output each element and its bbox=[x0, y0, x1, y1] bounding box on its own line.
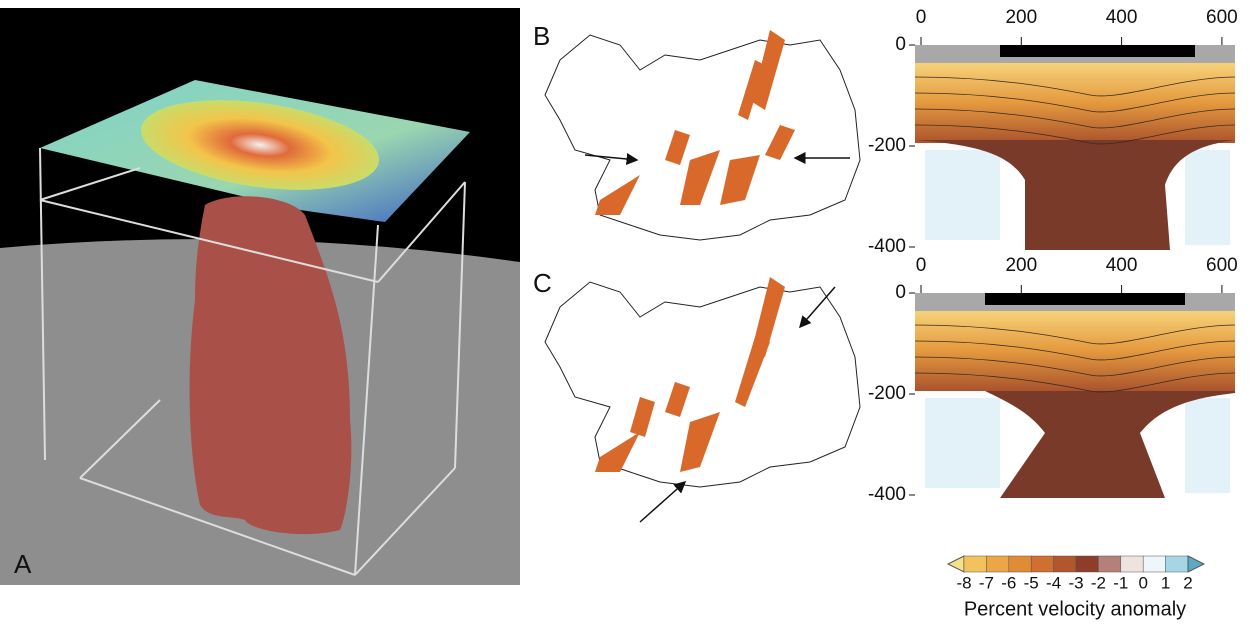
plume bbox=[915, 140, 1235, 250]
colorbar-label: Percent velocity anomaly bbox=[964, 598, 1186, 620]
panel-label: B bbox=[533, 21, 550, 51]
panel-label: A bbox=[14, 549, 32, 579]
colorbar-tick-label: -5 bbox=[1024, 573, 1039, 592]
colorbar-tick-label: -8 bbox=[956, 573, 971, 592]
contour bbox=[914, 340, 1236, 361]
panel-a-render: A bbox=[0, 8, 520, 585]
fast-anomaly bbox=[1185, 398, 1230, 493]
plume bbox=[985, 391, 1235, 498]
contour bbox=[914, 124, 1236, 145]
map-c: C bbox=[533, 268, 861, 523]
colorbar-segment bbox=[986, 555, 1010, 573]
x-tick-label: 200 bbox=[1005, 255, 1037, 276]
colorbar-tick-label: -2 bbox=[1091, 573, 1106, 592]
colorbar-tick-label: -3 bbox=[1068, 573, 1083, 592]
surface-bar bbox=[1000, 45, 1195, 57]
slow-band bbox=[915, 311, 1235, 391]
colorbar-segment bbox=[1008, 555, 1032, 573]
x-tick-label: 0 bbox=[916, 7, 927, 28]
colorbar-segment bbox=[1165, 555, 1189, 573]
y-tick-label: 0 bbox=[895, 34, 906, 55]
y-tick-label: -400 bbox=[868, 236, 906, 257]
surface-bar bbox=[985, 293, 1185, 305]
colorbar-end bbox=[946, 555, 965, 573]
colorbar-segment bbox=[1098, 555, 1122, 573]
contour bbox=[914, 108, 1236, 129]
colorbar-tick-label: 2 bbox=[1183, 573, 1192, 592]
x-tick-label: 0 bbox=[916, 255, 927, 276]
colorbar-tick-label: -4 bbox=[1046, 573, 1061, 592]
fast-anomaly bbox=[925, 398, 1000, 488]
colorbar-segment bbox=[1142, 555, 1166, 573]
colorbar-tick-label: -1 bbox=[1113, 573, 1128, 592]
colorbar-tick-label: 0 bbox=[1138, 573, 1147, 592]
cross-section: 0 200 400 600 0 -200 -400 bbox=[868, 7, 1238, 257]
y-tick-label: 0 bbox=[895, 282, 906, 303]
colorbar-segment bbox=[1030, 555, 1054, 573]
contour bbox=[914, 324, 1236, 345]
panel-label: C bbox=[533, 268, 552, 298]
fast-anomaly bbox=[1185, 150, 1230, 245]
x-tick-label: 200 bbox=[1005, 7, 1037, 28]
map-b: B bbox=[533, 21, 861, 241]
contour bbox=[914, 76, 1236, 97]
colorbar-segment bbox=[963, 555, 987, 573]
x-tick-label: 600 bbox=[1206, 7, 1238, 28]
colorbar-tick-label: -7 bbox=[979, 573, 994, 592]
colorbar-tick-label: -6 bbox=[1001, 573, 1016, 592]
fast-anomaly bbox=[925, 150, 1000, 240]
contour bbox=[914, 356, 1236, 377]
x-tick-label: 400 bbox=[1106, 7, 1138, 28]
y-tick-label: -200 bbox=[868, 383, 906, 404]
contour bbox=[914, 92, 1236, 113]
colorbar-segment bbox=[1075, 555, 1099, 573]
x-tick-label: 600 bbox=[1206, 255, 1238, 276]
x-tick-label: 400 bbox=[1106, 255, 1138, 276]
y-tick-label: -400 bbox=[868, 484, 906, 505]
colorbar-end bbox=[1187, 555, 1206, 573]
cross-section: 0 200 400 600 0 -200 -400 bbox=[868, 255, 1238, 505]
slow-band bbox=[915, 63, 1235, 143]
contour bbox=[914, 372, 1236, 393]
y-tick-label: -200 bbox=[868, 135, 906, 156]
colorbar-segment bbox=[1053, 555, 1077, 573]
colorbar-tick-label: 1 bbox=[1161, 573, 1170, 592]
colorbar-segment bbox=[1120, 555, 1144, 573]
